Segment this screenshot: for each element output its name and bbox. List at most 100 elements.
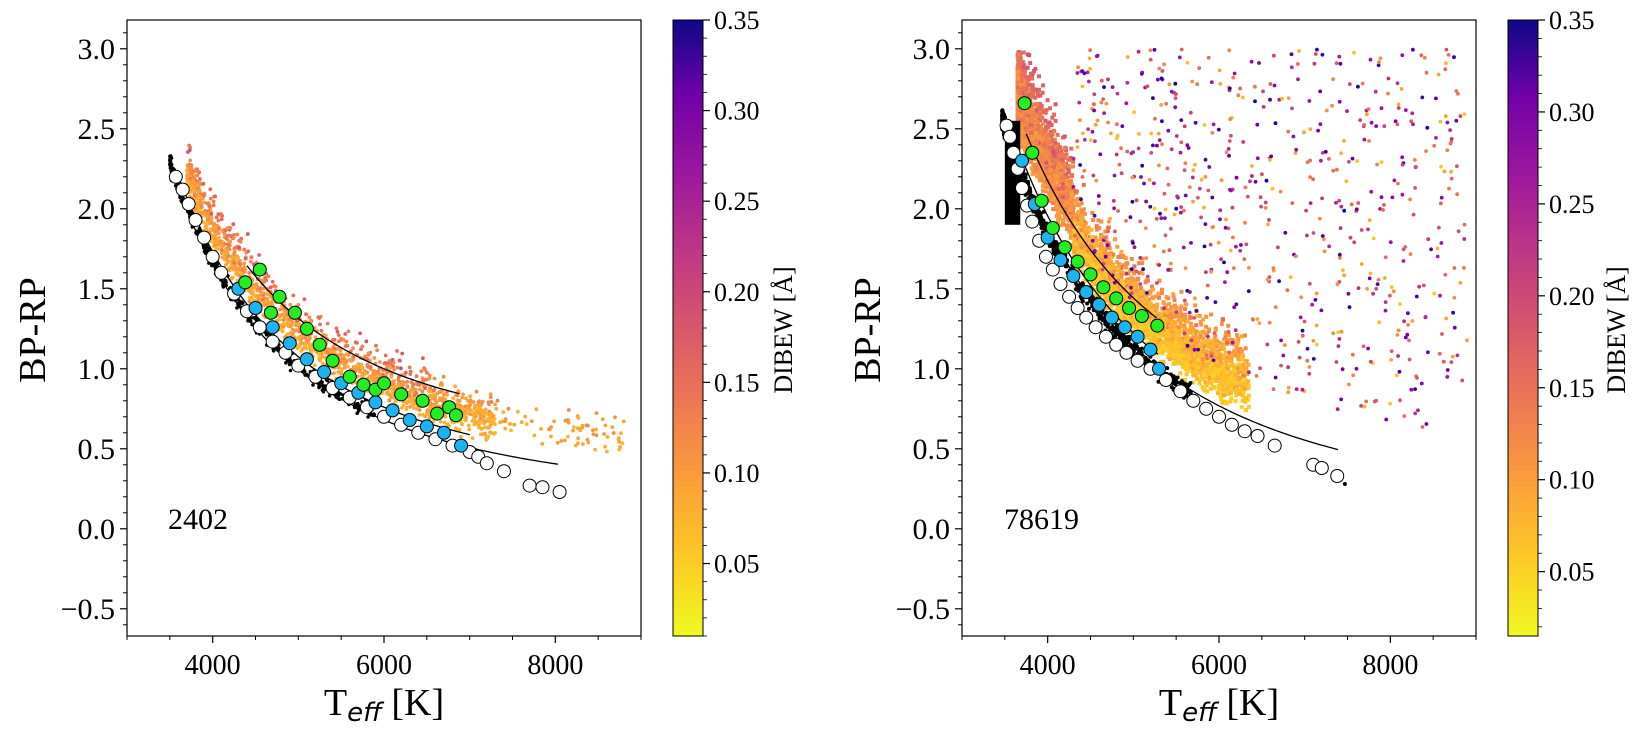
- left-dib-point: [469, 409, 474, 414]
- left-dib-point: [451, 396, 456, 401]
- right-dib-point: [1200, 359, 1205, 364]
- right-dib-point: [1092, 293, 1096, 298]
- left-dib-point: [233, 245, 238, 250]
- left-dib-point: [400, 351, 405, 356]
- left-dib-point: [193, 207, 198, 211]
- left-dib-point: [580, 425, 585, 430]
- left-dib-point: [549, 434, 553, 439]
- right-dib-point: [1137, 261, 1142, 266]
- left-dib-point: [326, 347, 331, 352]
- left-dib-point: [247, 271, 252, 275]
- left-dib-point: [477, 399, 482, 404]
- right-dib-point: [1069, 178, 1073, 183]
- left-y-tick-label: 2.5: [78, 113, 116, 146]
- left-dib-point: [249, 255, 254, 260]
- left-dib-point: [474, 389, 479, 394]
- left-series-point: [197, 230, 212, 245]
- right-dib-point: [1056, 159, 1061, 164]
- right-dib-point: [1216, 360, 1221, 364]
- left-dib-point: [438, 390, 443, 394]
- left-series-point: [248, 301, 263, 315]
- left-dib-point: [278, 307, 282, 312]
- right-dib-point: [1146, 292, 1151, 297]
- right-dib-point: [1208, 369, 1213, 374]
- left-dib-point: [407, 391, 412, 395]
- left-dib-point: [509, 428, 513, 433]
- left-dib-point: [281, 322, 286, 326]
- left-dib-point: [229, 234, 233, 239]
- right-dib-point: [1191, 373, 1196, 378]
- left-dib-point: [270, 300, 274, 305]
- left-dib-point: [566, 434, 570, 439]
- left-dib-point: [218, 239, 223, 244]
- left-dib-point: [605, 435, 610, 439]
- left-dib-point: [547, 427, 551, 432]
- left-dib-point: [408, 369, 413, 374]
- left-dib-point: [428, 402, 433, 406]
- right-dib-point: [1203, 331, 1208, 336]
- left-dib-point: [192, 184, 197, 189]
- left-dib-point: [351, 346, 355, 350]
- left-dib-point: [317, 353, 322, 357]
- right-dib-point: [1108, 287, 1113, 291]
- left-dib-point: [603, 423, 608, 428]
- left-dib-point: [591, 432, 596, 437]
- left-dib-point: [488, 392, 493, 397]
- right-dib-point: [1141, 290, 1146, 295]
- right-dib-point: [1243, 346, 1248, 351]
- left-series-point: [356, 377, 371, 392]
- left-series-point: [263, 305, 278, 320]
- left-dib-point: [202, 193, 207, 198]
- right-dib-point: [1041, 83, 1046, 88]
- right-dib-point: [1200, 363, 1205, 368]
- right-dib-point: [1233, 399, 1238, 404]
- left-dib-point: [332, 350, 337, 355]
- left-series-point: [342, 369, 357, 384]
- right-dib-point: [1222, 337, 1227, 342]
- right-dib-point: [1063, 209, 1068, 214]
- right-dib-point: [1089, 241, 1094, 246]
- right-dib-point: [1149, 305, 1154, 310]
- left-dib-point: [507, 422, 512, 426]
- left-dib-point: [208, 187, 213, 192]
- right-dib-point: [1044, 140, 1049, 144]
- left-dib-point: [254, 282, 259, 286]
- left-dib-point: [318, 358, 322, 363]
- left-dib-point: [287, 317, 292, 322]
- left-series-point: [238, 275, 253, 290]
- left-plot-frame: [126, 19, 642, 637]
- left-dib-point: [336, 333, 341, 337]
- left-dib-point: [197, 207, 202, 212]
- right-dib-point: [1067, 157, 1072, 162]
- left-dib-point: [576, 416, 581, 420]
- left-dib-point: [581, 442, 585, 446]
- left-dib-point: [387, 359, 392, 363]
- left-dib-point: [203, 222, 208, 226]
- left-series-point: [299, 352, 314, 367]
- right-dib-point: [1040, 90, 1045, 95]
- left-dib-point: [617, 447, 622, 452]
- left-series-point: [282, 336, 297, 351]
- left-series-point: [188, 213, 203, 227]
- left-dib-point: [225, 226, 230, 230]
- right-dib-point: [1091, 218, 1096, 222]
- right-dib-point: [1037, 132, 1041, 137]
- right-scatter-points: [999, 47, 1469, 486]
- left-dib-point: [257, 286, 262, 291]
- left-dib-point: [438, 419, 443, 424]
- right-dib-point: [1178, 307, 1183, 312]
- left-dib-point: [566, 420, 571, 425]
- left-dib-point: [260, 291, 264, 295]
- left-dib-point: [442, 392, 446, 397]
- left-series-point: [206, 246, 211, 251]
- right-dib-point: [1148, 289, 1153, 294]
- right-dib-point: [1138, 294, 1143, 299]
- left-dib-point: [617, 436, 621, 440]
- left-dib-point: [351, 355, 356, 359]
- right-dib-point: [1227, 333, 1231, 338]
- left-dib-point: [388, 365, 393, 370]
- left-dib-point: [216, 218, 221, 223]
- left-dib-point: [445, 423, 450, 427]
- right-dib-point: [1122, 263, 1126, 268]
